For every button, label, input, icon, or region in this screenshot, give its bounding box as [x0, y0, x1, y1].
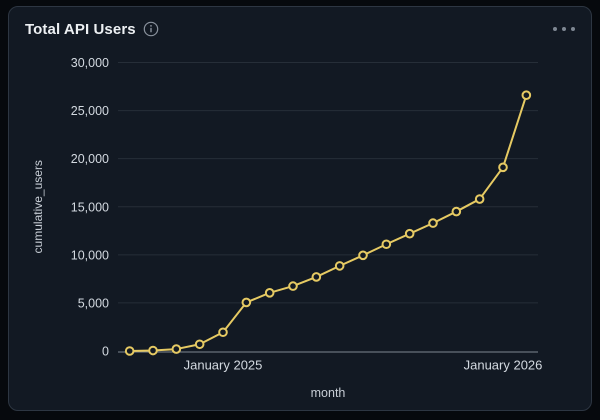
data-point[interactable] [148, 345, 158, 356]
y-tick-label: 15,000 [71, 200, 109, 214]
card-header: Total API Users [25, 17, 579, 41]
data-point[interactable] [218, 327, 228, 338]
data-point[interactable] [474, 194, 485, 204]
data-point[interactable] [264, 288, 275, 298]
data-point[interactable] [381, 239, 392, 250]
ellipsis-dot [553, 27, 557, 31]
data-point[interactable] [334, 261, 345, 271]
y-tick-label: 5,000 [78, 296, 109, 310]
chart-area: 0 5,000 10,000 15,000 20,000 25,000 30,000 Janu… [9, 7, 593, 410]
y-tick-label: 0 [102, 345, 109, 359]
data-point[interactable] [358, 250, 368, 261]
data-point[interactable] [404, 228, 415, 239]
more-menu-button[interactable] [549, 21, 579, 37]
data-point[interactable] [311, 272, 322, 282]
y-tick-label: 20,000 [71, 152, 109, 166]
y-tick-label: 30,000 [71, 56, 109, 70]
series-line [129, 94, 528, 352]
data-point[interactable] [171, 344, 182, 354]
x-tick-label: January 2025 [184, 358, 263, 373]
data-point[interactable] [194, 339, 205, 350]
data-point[interactable] [521, 90, 532, 100]
data-point[interactable] [241, 297, 252, 308]
x-tick-label: January 2026 [464, 358, 543, 373]
data-point[interactable] [498, 162, 508, 173]
x-axis-title: month [311, 386, 346, 400]
y-tick-label: 10,000 [71, 248, 109, 262]
data-point[interactable] [451, 206, 462, 217]
chart-card: 0 5,000 10,000 15,000 20,000 25,000 30,000 Janu… [8, 6, 592, 411]
ellipsis-dot [562, 27, 566, 31]
data-point[interactable] [124, 346, 135, 356]
ellipsis-dot [571, 27, 575, 31]
data-point[interactable] [288, 281, 298, 291]
y-axis-title: cumulative_users [31, 160, 45, 253]
line-chart: 0 5,000 10,000 15,000 20,000 25,000 30,000 Janu… [31, 56, 543, 400]
chart-title: Total API Users [25, 20, 136, 38]
info-icon[interactable] [143, 21, 159, 37]
data-point[interactable] [428, 218, 438, 228]
y-tick-label: 25,000 [71, 104, 109, 118]
